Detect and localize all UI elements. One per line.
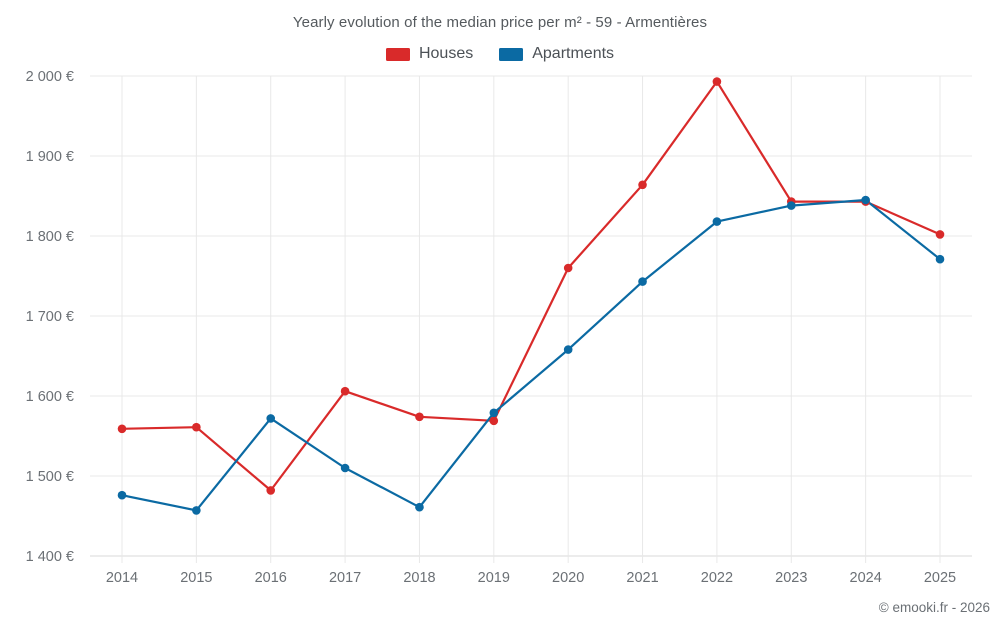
x-axis-tick-label: 2025 bbox=[924, 570, 956, 586]
data-point-marker[interactable] bbox=[563, 263, 573, 273]
data-point-marker[interactable] bbox=[563, 345, 573, 354]
data-point-marker[interactable] bbox=[935, 230, 945, 239]
x-axis-tick-label: 2018 bbox=[403, 570, 435, 586]
y-axis-tick-label: 1 700 € bbox=[26, 309, 74, 325]
legend-item-houses[interactable]: Houses bbox=[385, 45, 474, 63]
data-point-marker[interactable] bbox=[117, 424, 127, 434]
data-point-marker[interactable] bbox=[712, 77, 722, 86]
data-point-marker[interactable] bbox=[638, 277, 647, 286]
data-point-marker[interactable] bbox=[340, 386, 350, 396]
x-axis-tick-label: 2024 bbox=[850, 570, 882, 586]
x-axis-tick-label: 2020 bbox=[552, 570, 584, 586]
chart-legend: Houses Apartments bbox=[0, 45, 1000, 63]
x-axis-tick-label: 2014 bbox=[106, 570, 138, 586]
data-point-marker[interactable] bbox=[340, 463, 350, 473]
series-markers bbox=[117, 77, 945, 515]
data-point-marker[interactable] bbox=[489, 408, 499, 418]
data-point-marker[interactable] bbox=[415, 502, 424, 512]
data-point-marker[interactable] bbox=[266, 414, 276, 423]
legend-item-apartments[interactable]: Apartments bbox=[499, 45, 614, 63]
data-point-marker[interactable] bbox=[192, 506, 201, 515]
x-axis-tick-labels: 2014 2015 2016 2017 2018 2019 2020 2021 2022 2023… bbox=[106, 570, 956, 586]
data-point-marker[interactable] bbox=[266, 486, 276, 495]
data-point-marker[interactable] bbox=[786, 201, 796, 210]
credit-text: © emooki.fr - 2026 bbox=[878, 600, 990, 615]
data-point-marker[interactable] bbox=[861, 195, 870, 205]
y-axis-tick-label: 1 800 € bbox=[26, 229, 74, 245]
series-lines bbox=[120, 80, 942, 512]
y-axis-tick-labels: 1 400 € 1 500 € 1 600 € 1 700 € 1 800 € 1 900… bbox=[26, 69, 74, 565]
x-axis-tick-label: 2019 bbox=[478, 570, 510, 586]
data-point-marker[interactable] bbox=[638, 180, 647, 190]
line-swatch-icon bbox=[385, 47, 410, 61]
data-point-marker[interactable] bbox=[712, 217, 722, 226]
data-point-marker[interactable] bbox=[192, 422, 201, 432]
legend-label-apartments: Apartments bbox=[532, 45, 615, 62]
x-axis-tick-marks bbox=[121, 556, 941, 563]
x-axis-tick-label: 2021 bbox=[626, 570, 658, 586]
series-line-apartments bbox=[120, 198, 942, 512]
data-point-marker[interactable] bbox=[117, 490, 127, 500]
x-axis-tick-label: 2015 bbox=[180, 570, 212, 586]
x-axis-tick-label: 2022 bbox=[701, 570, 733, 586]
gridlines bbox=[90, 75, 972, 557]
data-point-marker[interactable] bbox=[489, 416, 499, 426]
y-axis-tick-label: 2 000 € bbox=[26, 69, 74, 85]
y-axis-tick-label: 1 500 € bbox=[26, 469, 74, 485]
y-axis-tick-label: 1 400 € bbox=[26, 549, 74, 565]
x-axis-tick-label: 2016 bbox=[255, 570, 287, 586]
line-swatch-icon bbox=[499, 47, 524, 61]
y-axis-tick-label: 1 600 € bbox=[26, 389, 74, 405]
y-axis-tick-label: 1 900 € bbox=[26, 149, 74, 165]
x-axis-tick-label: 2023 bbox=[775, 570, 807, 586]
series-line-houses bbox=[120, 80, 942, 492]
chart-title: Yearly evolution of the median price per… bbox=[292, 14, 708, 31]
legend-label-houses: Houses bbox=[418, 45, 474, 62]
data-point-marker[interactable] bbox=[415, 412, 424, 422]
x-axis-tick-label: 2017 bbox=[329, 570, 361, 586]
data-point-marker[interactable] bbox=[935, 254, 945, 264]
